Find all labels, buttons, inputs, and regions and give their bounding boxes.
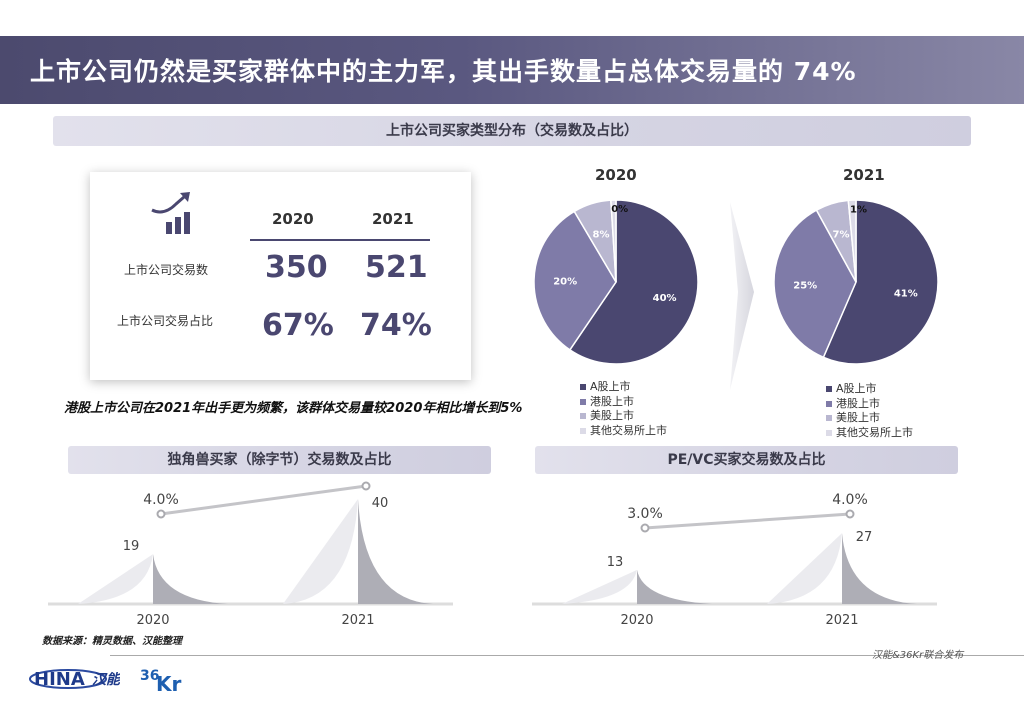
count-label: 19 [123, 539, 140, 554]
share-label: 4.0% [832, 492, 868, 508]
pie-2020-title: 2020 [595, 166, 637, 184]
legend-swatch [826, 415, 832, 421]
pie-slice-label: 1% [850, 204, 867, 215]
hina-logo: HINA 汉能 [29, 669, 120, 690]
share-point [845, 509, 855, 519]
table-year-2020: 2020 [272, 210, 314, 228]
value-share-2021: 74% [360, 308, 432, 343]
pie-slice-label: 0% [611, 204, 628, 215]
peak-shape-left [562, 569, 637, 604]
legend-item-other: 其他交易所上市 [826, 426, 913, 441]
pie-2021-title: 2021 [843, 166, 885, 184]
legend-item-a: A股上市 [826, 382, 913, 397]
growth-chart-icon [151, 192, 190, 234]
pie-2021-legend: A股上市 港股上市 美股上市 其他交易所上市 [826, 382, 913, 440]
legend-swatch [826, 400, 832, 407]
share-line [160, 484, 367, 516]
svg-text:HINA: HINA [34, 669, 85, 690]
svg-text:36: 36 [140, 668, 159, 684]
share-label: 3.0% [627, 506, 663, 522]
legend-item-hk: 港股上市 [580, 395, 667, 410]
pie-slice-label: 8% [593, 229, 610, 240]
legend-swatch [580, 398, 586, 405]
value-share-2020: 67% [262, 308, 334, 343]
row-label-share: 上市公司交易占比 [117, 314, 214, 328]
peak-shape-left [78, 554, 153, 604]
share-point [361, 481, 371, 491]
arrow-chevron-icon [730, 202, 754, 390]
legend-item-us: 美股上市 [826, 411, 913, 426]
share-point [640, 523, 650, 533]
pie-slice-label: 7% [833, 229, 850, 240]
x-tick-label: 2021 [825, 613, 858, 626]
row-label-count: 上市公司交易数 [124, 263, 209, 277]
pie-slice-label: 20% [553, 276, 577, 287]
svg-text:汉能: 汉能 [92, 671, 120, 688]
pie-2020-legend: A股上市 港股上市 美股上市 其他交易所上市 [580, 380, 667, 438]
section-title: 上市公司买家类型分布（交易数及占比） [53, 116, 971, 146]
unicorn-chart: 19 2020 40 2021 4.0% 6.0% [48, 476, 453, 626]
pie-slice [533, 210, 617, 351]
count-label: 27 [856, 530, 873, 545]
value-count-2021: 521 [365, 250, 428, 285]
note-text: 港股上市公司在2021年出手更为频繁，该群体交易量较2020年相比增长到5% [64, 401, 523, 416]
pie-slice [568, 199, 699, 365]
peak-shape-left [283, 499, 358, 604]
share-line [644, 512, 851, 530]
peak-shape-right [153, 554, 228, 604]
legend-item-a: A股上市 [580, 380, 667, 395]
header-banner [0, 36, 1024, 104]
unicorn-section-title: 独角兽买家（除字节）交易数及占比 [68, 446, 491, 474]
x-tick-label: 2020 [136, 613, 169, 626]
count-label: 13 [607, 555, 624, 570]
pevc-chart: 13 2020 27 2021 3.0% 4.0% [532, 492, 937, 626]
peak-shape-right [637, 569, 712, 604]
svg-text:Kr: Kr [156, 672, 181, 696]
pie-slice-label: 40% [653, 293, 677, 304]
x-tick-label: 2020 [620, 613, 653, 626]
36kr-logo: 36 Kr [140, 668, 181, 696]
pie-slice [847, 199, 857, 283]
pie-chart-2020: 40% 20% 8% 0% [533, 199, 699, 365]
share-label: 6.0% [348, 476, 384, 480]
pie-slice [610, 199, 617, 283]
footer-brand-text: 汉能&36Kr联合发布 [872, 650, 964, 661]
legend-item-hk: 港股上市 [826, 397, 913, 412]
pie-slice [822, 199, 939, 365]
pie-slice-label: 25% [793, 280, 817, 291]
pevc-section-title: PE/VC买家交易数及占比 [535, 446, 958, 474]
x-tick-label: 2021 [341, 613, 374, 626]
legend-item-other: 其他交易所上市 [580, 424, 667, 439]
legend-swatch [580, 384, 586, 390]
legend-swatch [826, 429, 832, 436]
share-point [156, 509, 166, 519]
pie-slice-label: 41% [894, 288, 918, 299]
value-count-2020: 350 [265, 250, 328, 285]
count-label: 40 [372, 496, 389, 511]
source-note: 数据来源：精灵数据、汉能整理 [42, 636, 182, 647]
pie-chart-2021: 41% 25% 7% 1% [773, 199, 939, 365]
legend-swatch [580, 427, 586, 434]
share-label: 4.0% [143, 492, 179, 508]
table-divider [250, 239, 430, 241]
peak-shape-right [842, 533, 917, 604]
page-title: 上市公司仍然是买家群体中的主力军，其出手数量占总体交易量的 74% [30, 57, 857, 86]
peak-shape-left [767, 533, 842, 604]
pie-slice [773, 209, 857, 359]
peak-shape-right [358, 499, 433, 604]
legend-swatch [826, 386, 832, 392]
table-year-2021: 2021 [372, 210, 414, 228]
legend-swatch [580, 413, 586, 419]
legend-item-us: 美股上市 [580, 409, 667, 424]
footer-divider [110, 655, 1024, 656]
stats-card [90, 172, 471, 380]
